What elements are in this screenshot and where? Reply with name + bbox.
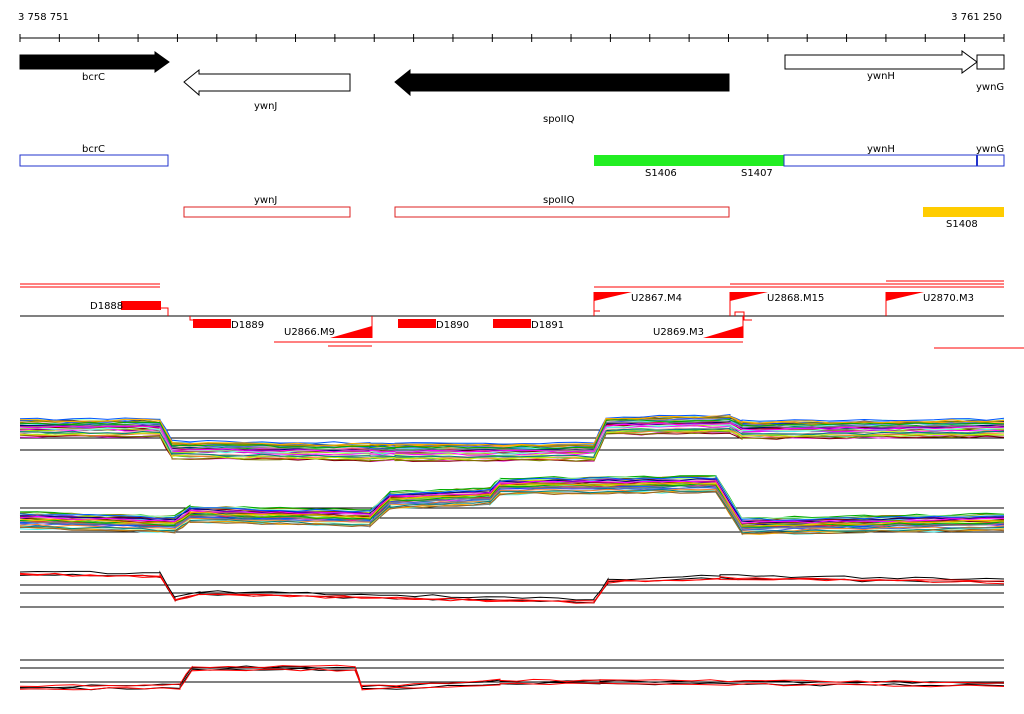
up-feature-flag-U2869.M3[interactable] (703, 326, 743, 338)
up-feature-label-U2868.M15: U2868.M15 (767, 293, 824, 304)
gene-label-ywnJ: ywnJ (254, 101, 277, 112)
gene-label-ywnG: ywnG (976, 82, 1004, 93)
down-feature-D1891[interactable] (493, 319, 531, 328)
region-label-S1408: S1408 (946, 219, 978, 230)
annotation-track-bottom: ywnJ spoIIQ S1408 (183, 195, 1004, 230)
annotation-box-spoIIQ[interactable] (394, 206, 730, 218)
down-feature-label-D1890: D1890 (436, 320, 469, 331)
expression-trace (19, 415, 1005, 447)
down-feature-label-D1889: D1889 (231, 320, 264, 331)
expression-trace (19, 664, 1005, 688)
expression-panel-4 (19, 659, 1005, 691)
expression-trace (19, 490, 1005, 536)
expression-trace (19, 570, 1005, 601)
up-feature-flag-U2866.M9[interactable] (330, 326, 372, 338)
expression-trace (19, 418, 1005, 449)
region-label-S1407: S1407 (741, 168, 773, 179)
expression-trace (19, 423, 1005, 455)
up-feature-flag-U2868.M15[interactable] (730, 292, 768, 301)
annotation-box-ywnH[interactable] (783, 154, 978, 167)
region-S1406[interactable] (594, 155, 784, 166)
up-feature-label-U2867.M4: U2867.M4 (631, 293, 682, 304)
annotation-label-bcrC: bcrC (82, 144, 105, 155)
expression-traces-panel-1 (19, 413, 1005, 463)
expression-trace (19, 429, 1005, 460)
up-feature-label-U2869.M3: U2869.M3 (653, 327, 704, 338)
expression-traces-panel-2 (19, 474, 1005, 536)
annotation-box-ywnJ[interactable] (183, 206, 351, 218)
gene-label-spoIIQ: spoIIQ (543, 114, 575, 125)
ruler-end-coordinate: 3 761 250 (951, 12, 1002, 23)
expression-trace (19, 422, 1005, 453)
annotation-label-spoIIQ: spoIIQ (543, 195, 575, 206)
expression-panel-1 (19, 413, 1005, 463)
annotation-box-bcrC[interactable] (19, 154, 169, 167)
annotation-box-ywnG[interactable] (976, 154, 1005, 167)
expression-trace (19, 488, 1005, 534)
expression-trace (19, 475, 1005, 521)
down-feature-D1890[interactable] (398, 319, 436, 328)
expression-trace (19, 668, 1005, 691)
transcript-feature-track: D1888 D1889 D1890 D1891 U2866.M9 U2867.M… (20, 280, 1024, 349)
up-feature-flag-U2870.M3[interactable] (886, 292, 924, 301)
up-feature-label-U2870.M3: U2870.M3 (923, 293, 974, 304)
up-feature-flag-U2867.M4[interactable] (594, 292, 632, 301)
annotation-track-top: bcrC S1406 S1407 ywnH ywnG (19, 144, 1005, 179)
expression-trace (19, 489, 1005, 534)
up-feature-label-U2866.M9: U2866.M9 (284, 327, 335, 338)
gene-label-ywnH: ywnH (867, 71, 895, 82)
expression-trace (19, 479, 1005, 524)
annotation-label-ywnJ: ywnJ (254, 195, 277, 206)
expression-trace (19, 572, 1005, 604)
gene-arrow-bcrC[interactable] (19, 51, 170, 73)
expression-trace (19, 475, 1005, 522)
expression-traces-panel-3 (19, 570, 1005, 604)
annotation-label-ywnH: ywnH (867, 144, 895, 155)
gene-box-ywnG[interactable] (976, 54, 1005, 70)
down-feature-D1888[interactable] (121, 301, 161, 310)
region-S1408[interactable] (923, 207, 1004, 217)
expression-trace (19, 413, 1005, 445)
expression-trace (19, 481, 1005, 527)
down-feature-label-D1888: D1888 (90, 301, 123, 312)
ruler-start-coordinate: 3 758 751 (18, 12, 69, 23)
gene-label-bcrC: bcrC (82, 72, 105, 83)
gene-arrow-ywnJ[interactable] (183, 68, 351, 97)
down-feature-label-D1891: D1891 (531, 320, 564, 331)
gene-arrow-spoIIQ[interactable] (394, 68, 730, 97)
coordinate-ruler (19, 34, 1005, 42)
gene-track: bcrC ywnJ spoIIQ ywnH ywnG (19, 50, 1005, 125)
annotation-label-ywnG: ywnG (976, 144, 1004, 155)
expression-trace (19, 478, 1005, 523)
expression-trace (19, 423, 1005, 454)
region-label-S1406: S1406 (645, 168, 677, 179)
down-feature-D1889[interactable] (193, 319, 231, 328)
expression-trace (19, 429, 1004, 462)
expression-trace (19, 667, 1005, 691)
expression-panel-3 (19, 570, 1005, 608)
gene-arrow-ywnH[interactable] (784, 50, 978, 74)
expression-trace (19, 427, 1004, 458)
expression-panel-2 (19, 474, 1005, 536)
expression-traces-panel-4 (19, 664, 1005, 691)
